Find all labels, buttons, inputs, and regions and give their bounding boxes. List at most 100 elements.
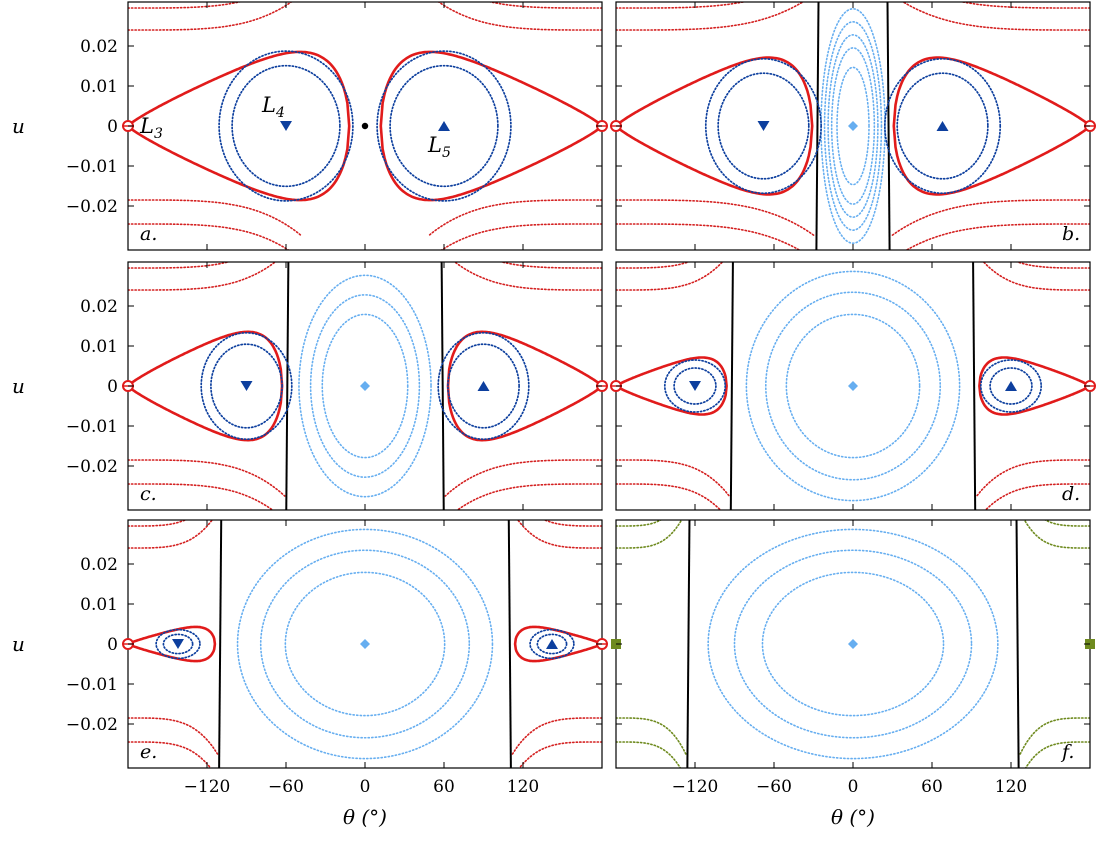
- x-tick-label: 60: [921, 777, 943, 797]
- separator-line: [1015, 520, 1020, 768]
- separator-line: [729, 262, 734, 510]
- outer-curve: [616, 520, 663, 527]
- L5-marker: [546, 639, 558, 649]
- outer-curve: [958, 2, 1090, 9]
- outer-curve: [487, 2, 602, 9]
- panel-curves: [128, 262, 602, 510]
- outer-curve: [1019, 717, 1090, 755]
- outer-curve: [498, 262, 602, 269]
- y-tick-label: 0: [107, 117, 118, 137]
- separator-line: [972, 262, 977, 510]
- panel-e: 0.02 0.01 0 −0.01 −0.02 u −120 −60 0 60 120 θ (°) e.: [12, 519, 608, 829]
- y-tick-label: 0.02: [80, 37, 118, 57]
- tadpole-separatrix: [128, 625, 217, 663]
- y-tick-label: −0.02: [66, 715, 118, 735]
- tadpole-separatrix: [513, 625, 602, 663]
- tadpole-separatrix: [379, 50, 602, 202]
- x-tick-label: −60: [268, 777, 304, 797]
- libration-curve: [830, 47, 876, 205]
- y-tick-label: −0.02: [66, 197, 118, 217]
- L4-marker: [689, 381, 701, 391]
- L5-marker: [936, 121, 949, 131]
- outer-curve: [976, 459, 1090, 497]
- L3-label: L3: [139, 114, 163, 142]
- outer-curve: [128, 2, 243, 9]
- center-diamond: [848, 121, 858, 131]
- L4-marker: [757, 121, 770, 131]
- panel-curves: [616, 262, 1090, 510]
- tadpole-separatrix: [128, 330, 284, 442]
- outer-curve: [616, 717, 687, 755]
- tadpole-separatrix: [128, 50, 351, 202]
- L5-label: L5: [427, 133, 451, 161]
- libration-curve: [733, 549, 973, 739]
- tadpole-separatrix: [978, 356, 1090, 416]
- libration-curve: [236, 528, 494, 760]
- tadpole-curve: [673, 367, 717, 405]
- libration-curve: [827, 34, 879, 218]
- tadpole-curve: [704, 57, 822, 195]
- tadpole-curve: [231, 64, 341, 188]
- libration-curve: [309, 294, 421, 478]
- y-tick-label: 0.01: [80, 595, 118, 615]
- outer-curve: [616, 262, 724, 291]
- L4-marker: [240, 381, 253, 391]
- y-tick-label: 0.02: [80, 555, 118, 575]
- tadpole-curve: [896, 72, 989, 180]
- y-tick-label: 0.01: [80, 77, 118, 97]
- panel-a: 0.02 0.01 0 −0.01 −0.02 u a. L3 L4 L5: [12, 1, 608, 251]
- outer-curve: [905, 223, 1090, 250]
- tadpole-curve: [162, 633, 194, 655]
- y-tick-label: −0.02: [66, 457, 118, 477]
- outer-curve: [1015, 262, 1090, 269]
- libration-curve: [707, 528, 999, 760]
- outer-curve: [128, 520, 188, 527]
- center-diamond: [360, 381, 370, 391]
- outer-curve: [128, 459, 286, 497]
- x-tick-label: −60: [756, 777, 792, 797]
- outer-curve: [616, 199, 816, 237]
- y-tick-label: 0.02: [80, 297, 118, 317]
- x-tick-label: −120: [672, 777, 719, 797]
- outer-curve: [616, 2, 805, 31]
- libration-curve: [761, 571, 945, 717]
- outer-curve: [616, 223, 801, 250]
- panel-letter: c.: [140, 483, 157, 505]
- tadpole-curve: [200, 331, 293, 441]
- libration-curve: [745, 270, 961, 502]
- y-tick-label: −0.01: [66, 675, 118, 695]
- x-axis-label: θ (°): [831, 805, 875, 829]
- y-axis-label: u: [12, 114, 25, 138]
- tadpole-curve: [989, 367, 1033, 405]
- outer-curve: [518, 741, 602, 768]
- separator-line: [686, 520, 691, 768]
- tadpole-curve: [717, 72, 810, 180]
- tadpole-curve: [529, 628, 575, 660]
- panel-curves: [128, 2, 602, 250]
- center-diamond: [848, 381, 858, 391]
- x-tick-label: 60: [433, 777, 455, 797]
- outer-curve: [1024, 741, 1090, 768]
- outer-curve: [427, 199, 602, 237]
- y-tick-label: −0.01: [66, 157, 118, 177]
- y-tick-label: 0: [107, 377, 118, 397]
- panel-b: b.: [610, 1, 1096, 251]
- outer-curve: [901, 2, 1090, 31]
- libration-curve: [321, 313, 409, 459]
- outer-curve: [616, 459, 730, 497]
- L4-marker: [280, 121, 292, 131]
- outer-curve: [128, 520, 214, 549]
- center-diamond: [360, 639, 370, 649]
- tadpole-curve: [218, 50, 354, 202]
- libration-curve: [259, 549, 471, 739]
- separator-line: [218, 520, 223, 768]
- tadpole-separatrix: [616, 356, 728, 416]
- libration-curve: [284, 571, 446, 717]
- tadpole-curve: [376, 50, 512, 202]
- center-diamond: [848, 639, 858, 649]
- tadpole-curve: [884, 57, 1002, 195]
- panel-letter: d.: [1062, 483, 1080, 505]
- L5-marker: [477, 381, 490, 391]
